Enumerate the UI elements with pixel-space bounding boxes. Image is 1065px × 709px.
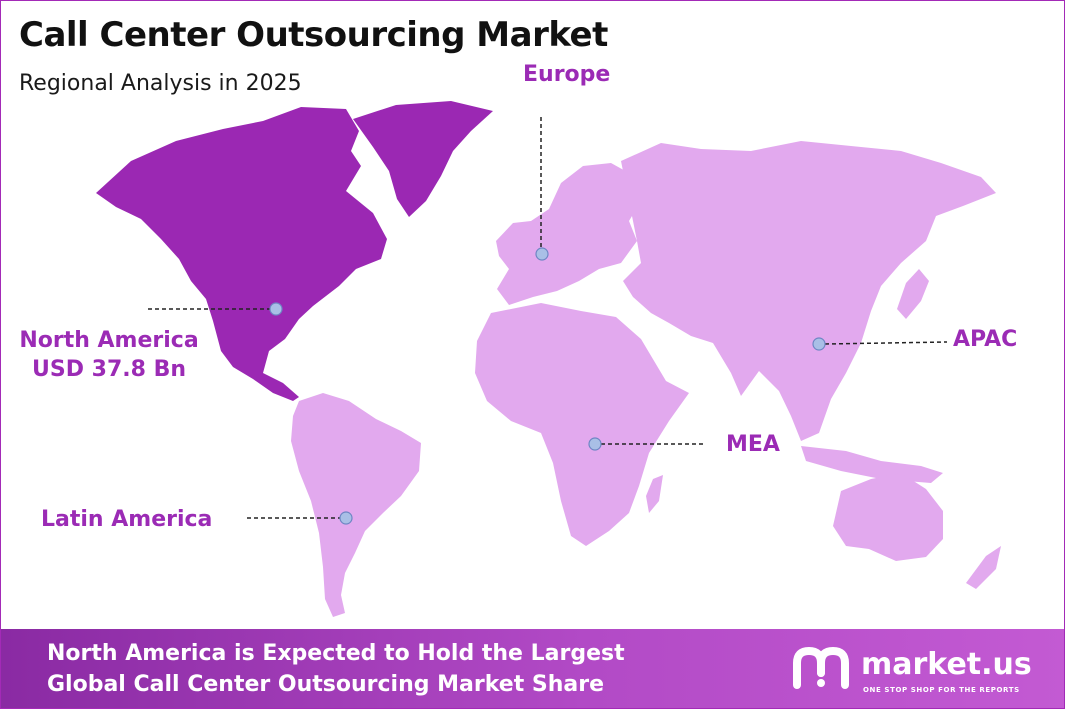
greenland-shape [353,101,493,217]
north-america-marker [269,302,283,316]
new-zealand-shape [966,546,1001,589]
footer-message: North America is Expected to Hold the La… [47,638,625,700]
brand-logo: market.us ONE STOP SHOP FOR THE REPORTS [791,645,1041,695]
japan-shape [897,269,929,319]
europe-label: Europe [523,62,611,87]
latin-america-shape [291,393,421,617]
footer-line-2: Global Call Center Outsourcing Market Sh… [47,672,605,697]
latin-america-label: Latin America [41,507,213,532]
mea-label: MEA [726,432,780,457]
asia-shape [621,141,996,441]
footer-line-1: North America is Expected to Hold the La… [47,641,625,666]
north-america-shape [96,107,387,401]
page-subtitle: Regional Analysis in 2025 [19,71,302,96]
europe-shape [496,163,641,305]
apac-marker [812,337,826,351]
australia-shape [833,473,943,561]
market-us-logo-icon [793,646,849,689]
brand-name: market.us [861,647,1032,682]
apac-label: APAC [953,327,1018,352]
north-america-name: North America [19,328,199,353]
mea-marker [588,437,602,451]
indonesia-shape [801,446,943,483]
page-title: Call Center Outsourcing Market [19,15,608,55]
africa-shape [475,303,689,546]
madagascar-shape [646,475,663,513]
north-america-value: USD 37.8 Bn [32,357,186,382]
footer-banner: North America is Expected to Hold the La… [1,629,1064,708]
apac-leader-line [824,341,948,345]
brand-tagline: ONE STOP SHOP FOR THE REPORTS [863,686,1020,694]
europe-marker [535,247,549,261]
latin-america-marker [339,511,353,525]
world-map [96,101,1001,617]
north-america-label: North America USD 37.8 Bn [16,326,202,384]
